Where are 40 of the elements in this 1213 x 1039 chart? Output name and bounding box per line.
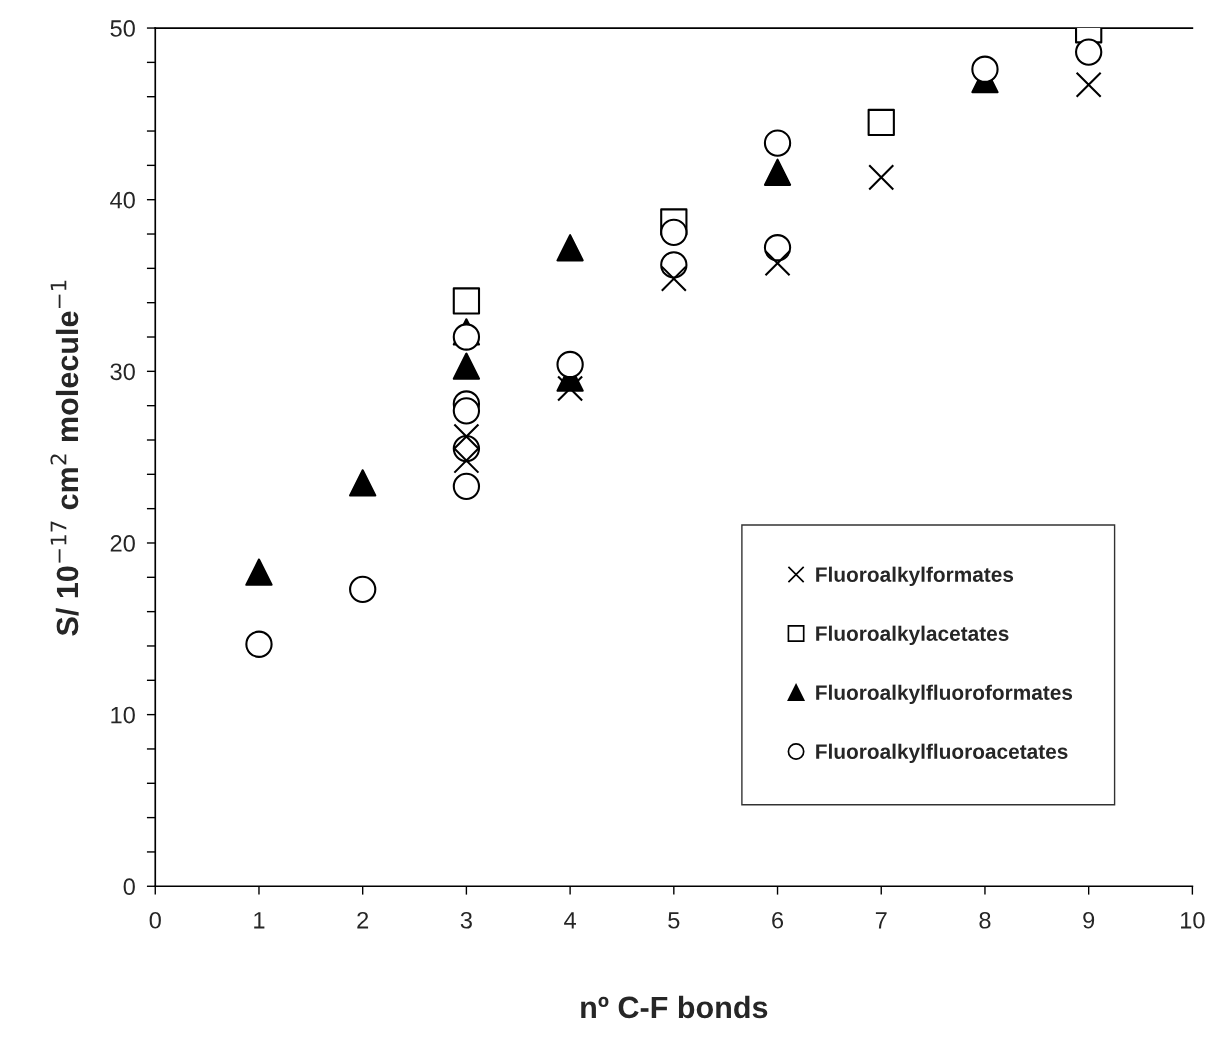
point	[453, 423, 480, 450]
x-tick-label: 6	[772, 911, 784, 929]
x-tick-label: 2	[357, 911, 369, 929]
point	[868, 164, 895, 191]
point	[349, 469, 377, 497]
x-tick-label: 0	[149, 911, 161, 929]
legend-label: Fluoroalkylfluoroacetates	[816, 743, 1068, 764]
point	[660, 218, 688, 246]
point	[556, 234, 584, 262]
point	[452, 287, 481, 315]
x-tick-label: 5	[668, 912, 680, 929]
x-tick-label: 10	[1181, 911, 1205, 929]
y-tick-label: 20	[110, 535, 135, 552]
x-tick-label: 9	[1083, 911, 1095, 929]
x-tick-label: 3	[460, 911, 472, 929]
point	[660, 265, 687, 292]
y-tick-label: 10	[111, 706, 135, 724]
point	[452, 397, 481, 425]
y-tick-label: 0	[123, 878, 135, 896]
x-tick-label: 7	[875, 912, 887, 929]
x-tick-label: 4	[564, 912, 576, 929]
point	[453, 447, 480, 474]
point	[763, 158, 792, 186]
point	[1075, 71, 1102, 98]
y-tick-label: 40	[110, 191, 135, 209]
point	[971, 55, 999, 83]
y-axis-title: S/ 10$^{−17}$ cm$^{2}$ molecule$^{−1}$	[50, 280, 79, 636]
point	[452, 323, 481, 351]
y-tick-label: 50	[110, 20, 135, 37]
x-axis-title: nº C-F bonds	[581, 995, 768, 1019]
legend-label: Fluoroalkylformates	[816, 566, 1014, 587]
legend-label: Fluoroalkylacetates	[816, 625, 1009, 646]
legend-label: Fluoroalkylfluoroformates	[816, 684, 1073, 705]
x-tick-label: 8	[979, 911, 991, 929]
x-tick-label: 1	[254, 912, 265, 929]
point	[245, 558, 273, 586]
point	[557, 375, 584, 402]
y-tick-label: 30	[110, 363, 135, 381]
point	[452, 352, 481, 380]
point	[764, 250, 791, 277]
